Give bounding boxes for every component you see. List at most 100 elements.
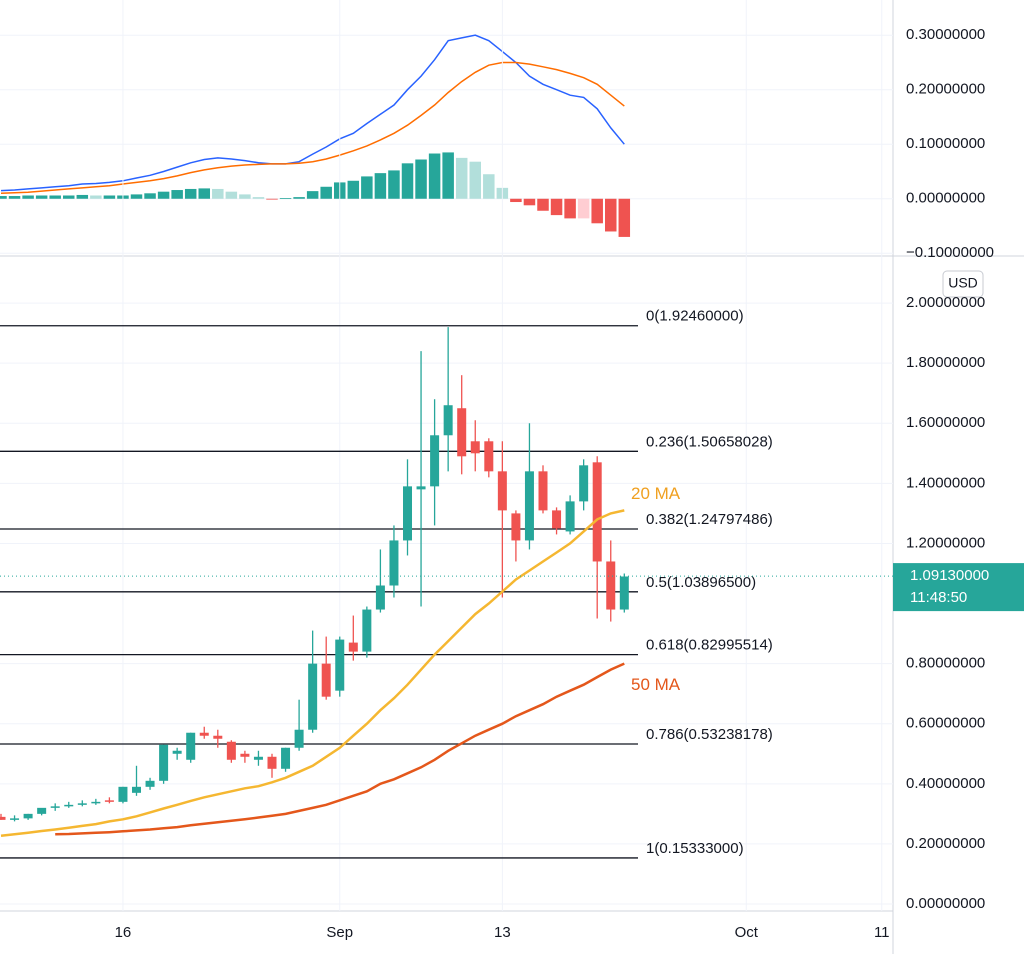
candle-body <box>0 816 6 820</box>
histogram-bar <box>605 198 617 232</box>
histogram-bar <box>103 195 116 199</box>
countdown: 11:48:50 <box>910 589 967 606</box>
histogram-bar <box>428 153 441 199</box>
y-tick-label: 0.80000000 <box>906 655 985 672</box>
candle-body <box>497 471 507 511</box>
histogram-bar <box>49 195 61 199</box>
y-tick-label: 1.20000000 <box>906 534 985 551</box>
candle-body <box>37 807 47 814</box>
histogram-bar <box>76 194 89 199</box>
candle-body <box>199 732 209 736</box>
candle-body <box>104 800 114 802</box>
histogram-bar <box>401 163 414 199</box>
candle-body <box>294 729 304 748</box>
histogram-bar <box>550 198 563 216</box>
histogram-bar <box>537 198 549 211</box>
moving-average <box>55 662 625 836</box>
candle-body <box>389 540 399 586</box>
histogram-bar <box>63 195 75 199</box>
fib-label: 0(1.92460000) <box>646 308 744 325</box>
candle-body <box>132 786 142 793</box>
candle-body <box>64 804 74 807</box>
fib-label: 0.5(1.03896500) <box>646 574 756 591</box>
candle-body <box>50 806 60 808</box>
histogram-bar <box>442 152 454 199</box>
candle-body <box>524 471 534 541</box>
candle-body <box>403 486 413 541</box>
histogram-bar <box>618 198 631 237</box>
candle-body <box>91 801 101 804</box>
y-tick-label: 0.60000000 <box>906 715 985 732</box>
histogram-bar <box>483 174 495 199</box>
histogram-bar <box>320 186 332 199</box>
histogram-bar <box>239 194 251 199</box>
current-price-box <box>893 563 1024 612</box>
fib-label: 0.236(1.50658028) <box>646 433 773 450</box>
histogram-bar <box>130 194 143 199</box>
candle-body <box>579 465 589 502</box>
y-tick-label: 0.00000000 <box>906 895 985 912</box>
histogram-bar <box>225 191 238 199</box>
candle-body <box>430 435 440 487</box>
y-tick-label: 0.10000000 <box>906 135 985 152</box>
histogram-bar <box>361 176 373 199</box>
histogram-bar <box>0 196 7 199</box>
candle-body <box>362 609 372 652</box>
histogram-bar <box>252 197 265 199</box>
histogram-bar <box>388 170 400 199</box>
candle-body <box>145 780 155 787</box>
fib-label: 0.618(0.82995514) <box>646 637 773 654</box>
candle-body <box>592 462 602 562</box>
histogram-bar <box>198 188 211 199</box>
candle-body <box>159 744 169 781</box>
candle-body <box>321 663 331 697</box>
candle-body <box>226 741 236 760</box>
macd-line <box>0 34 625 192</box>
candle-body <box>375 585 385 610</box>
histogram-bar <box>22 195 34 199</box>
histogram-bar <box>455 157 468 199</box>
histogram-bar <box>415 159 427 199</box>
candle-body <box>77 803 87 805</box>
candle-body <box>240 753 250 757</box>
y-tick-label: 1.80000000 <box>906 354 985 371</box>
candle-body <box>186 732 196 760</box>
candle-body <box>443 405 453 436</box>
histogram-bar <box>347 180 360 199</box>
currency: USD <box>948 275 978 291</box>
y-tick-label: 2.00000000 <box>906 294 985 311</box>
candle-body <box>416 486 426 490</box>
candle-body <box>511 513 521 541</box>
histogram-bar <box>157 191 170 199</box>
ma-label: 50 MA <box>631 675 681 694</box>
x-tick-label: Sep <box>326 924 353 941</box>
candle-body <box>213 735 223 739</box>
y-tick-label: −0.10000000 <box>906 244 994 261</box>
candle-body <box>308 663 318 730</box>
x-tick-label: 13 <box>494 924 511 941</box>
histogram-bar <box>591 198 603 224</box>
candle-body <box>484 441 494 472</box>
histogram-bar <box>279 198 292 200</box>
candle-body <box>23 813 33 819</box>
histogram-bar <box>577 198 590 219</box>
y-tick-label: 0.00000000 <box>906 190 985 207</box>
histogram-bar <box>564 198 576 219</box>
x-tick-label: 11 <box>874 924 890 941</box>
y-tick-label: 1.60000000 <box>906 414 985 431</box>
fib-label: 1(0.15333000) <box>646 840 744 857</box>
candle-body <box>457 408 467 457</box>
histogram-bar <box>144 193 156 199</box>
candle-body <box>172 750 182 754</box>
fib-label: 0.786(0.53238178) <box>646 726 773 743</box>
candle-body <box>619 576 629 610</box>
y-tick-label: 0.20000000 <box>906 835 985 852</box>
y-tick-label: 1.40000000 <box>906 474 985 491</box>
histogram-bar <box>212 188 224 199</box>
candle-body <box>348 642 358 652</box>
ma-label: 20 MA <box>631 484 681 503</box>
candle-body <box>470 441 480 454</box>
fib-label: 0.382(1.24797486) <box>646 511 773 528</box>
histogram-bar <box>510 198 522 203</box>
